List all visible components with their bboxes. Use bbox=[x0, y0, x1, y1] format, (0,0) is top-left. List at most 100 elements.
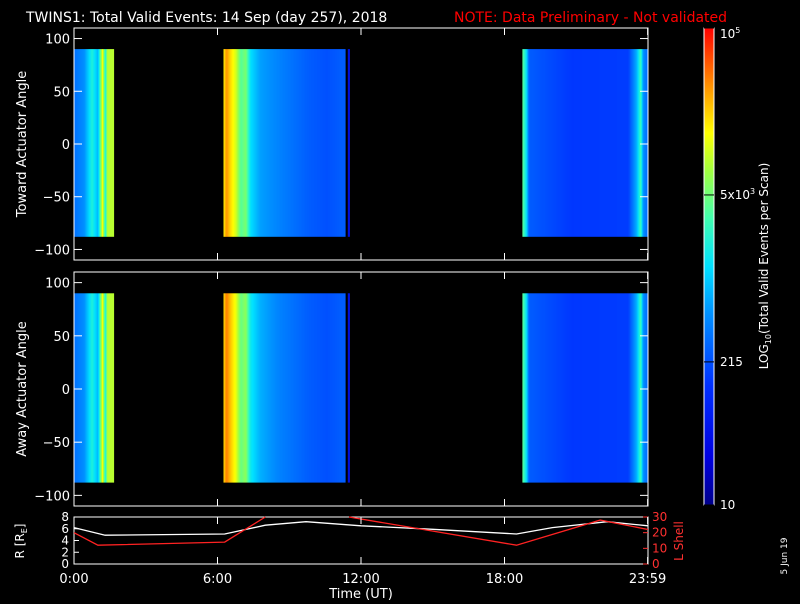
heatmap-cell bbox=[624, 49, 626, 237]
heatmap-cell bbox=[339, 293, 341, 483]
heatmap-cell bbox=[257, 293, 259, 483]
heatmap-cell bbox=[306, 293, 308, 483]
heatmap-cell bbox=[555, 293, 557, 483]
heatmap-cell bbox=[329, 49, 331, 237]
heatmap-cell bbox=[75, 49, 77, 237]
away-y-axis-label: Away Actuator Angle bbox=[15, 321, 30, 456]
heatmap-cell bbox=[276, 293, 278, 483]
heatmap-cell bbox=[92, 293, 94, 483]
x-tick-label: 12:00 bbox=[342, 572, 379, 587]
heatmap-cell bbox=[621, 293, 623, 483]
heatmap-cell bbox=[594, 49, 596, 237]
time-axis-label: Time (UT) bbox=[328, 587, 393, 600]
heatmap-cell bbox=[329, 293, 331, 483]
heatmap-cell bbox=[637, 49, 639, 237]
heatmap-cell bbox=[344, 49, 346, 237]
heatmap-cell bbox=[567, 49, 569, 237]
heatmap-cell bbox=[639, 293, 641, 483]
heatmap-cell bbox=[603, 49, 605, 237]
heatmap-cell bbox=[274, 293, 276, 483]
heatmap-cell bbox=[326, 49, 328, 237]
heatmap-cell bbox=[632, 49, 634, 237]
heatmap-cell bbox=[622, 49, 624, 237]
heatmap-cell bbox=[530, 293, 532, 483]
l-shell-line bbox=[348, 516, 649, 546]
x-tick-label: 6:00 bbox=[203, 572, 232, 587]
heatmap-cell bbox=[321, 49, 323, 237]
heatmap-cell bbox=[577, 293, 579, 483]
heatmap-cell bbox=[596, 49, 598, 237]
figure-title: TWINS1: Total Valid Events: 14 Sep (day … bbox=[25, 10, 387, 26]
heatmap-cell bbox=[279, 293, 281, 483]
heatmap-cell bbox=[332, 49, 334, 237]
heatmap-cell bbox=[227, 293, 229, 483]
heatmap-cell bbox=[613, 293, 615, 483]
heatmap-cell bbox=[554, 49, 556, 237]
heatmap-cell bbox=[537, 49, 539, 237]
heatmap-cell bbox=[626, 49, 628, 237]
heatmap-cell bbox=[547, 293, 549, 483]
heatmap-cell bbox=[556, 49, 558, 237]
heatmap-cell bbox=[333, 49, 335, 237]
heatmap-cell bbox=[539, 293, 541, 483]
heatmap-cell bbox=[536, 293, 538, 483]
heatmap-cell bbox=[560, 49, 562, 237]
heatmap-cell bbox=[95, 49, 97, 237]
heatmap-cell bbox=[555, 49, 557, 237]
heatmap-cell bbox=[568, 49, 570, 237]
heatmap-cell bbox=[620, 293, 622, 483]
heatmap-cell bbox=[290, 293, 292, 483]
heatmap-cell bbox=[571, 49, 573, 237]
heatmap-cell bbox=[293, 293, 295, 483]
heatmap-cell bbox=[224, 49, 226, 237]
heatmap-cell bbox=[561, 293, 563, 483]
away-angle-panel: 100 50 0 −50 −100 Away Actuator Angle bbox=[15, 271, 649, 507]
heatmap-cell bbox=[317, 293, 319, 483]
heatmap-cell bbox=[331, 49, 333, 237]
heatmap-cell bbox=[275, 49, 277, 237]
heatmap-cell bbox=[269, 49, 271, 237]
y-tick-label: 100 bbox=[45, 277, 70, 292]
heatmap-cell bbox=[326, 293, 328, 483]
heatmap-cell bbox=[265, 293, 267, 483]
heatmap-cell bbox=[544, 49, 546, 237]
heatmap-cell bbox=[545, 49, 547, 237]
heatmap-cell bbox=[237, 49, 239, 237]
heatmap-cell bbox=[625, 293, 627, 483]
heatmap-cell bbox=[525, 293, 527, 483]
heatmap-cell bbox=[559, 293, 561, 483]
heatmap-cell bbox=[572, 49, 574, 237]
heatmap-cell bbox=[288, 293, 290, 483]
heatmap-cell bbox=[89, 293, 91, 483]
heatmap-cell bbox=[110, 293, 112, 483]
heatmap-cell bbox=[627, 293, 629, 483]
heatmap-cell bbox=[276, 49, 278, 237]
heatmap-cell bbox=[111, 293, 113, 483]
toward-heatmap-cells bbox=[74, 49, 648, 237]
heatmap-cell bbox=[293, 49, 295, 237]
heatmap-cell bbox=[231, 49, 233, 237]
heatmap-cell bbox=[311, 293, 313, 483]
heatmap-cell bbox=[548, 293, 550, 483]
heatmap-cell bbox=[619, 49, 621, 237]
heatmap-cell bbox=[552, 293, 554, 483]
heatmap-cell bbox=[243, 49, 245, 237]
heatmap-cell bbox=[93, 293, 95, 483]
heatmap-cell bbox=[551, 49, 553, 237]
heatmap-cell bbox=[97, 49, 99, 237]
away-heatmap-cells bbox=[74, 293, 648, 483]
heatmap-cell bbox=[294, 49, 296, 237]
heatmap-cell bbox=[248, 293, 250, 483]
heatmap-cell bbox=[540, 49, 542, 237]
heatmap-cell bbox=[288, 49, 290, 237]
heatmap-cell bbox=[238, 49, 240, 237]
toward-angle-panel: 100 50 0 −50 −100 Toward Actuator Angle bbox=[15, 27, 649, 261]
y-tick-label: 100 bbox=[45, 33, 70, 48]
heatmap-cell bbox=[626, 293, 628, 483]
heatmap-cell bbox=[241, 49, 243, 237]
heatmap-cell bbox=[231, 293, 233, 483]
heatmap-cell bbox=[112, 293, 114, 483]
heatmap-cell bbox=[639, 49, 641, 237]
colorbar-tick-label: 105 bbox=[720, 26, 740, 41]
heatmap-cell bbox=[227, 49, 229, 237]
